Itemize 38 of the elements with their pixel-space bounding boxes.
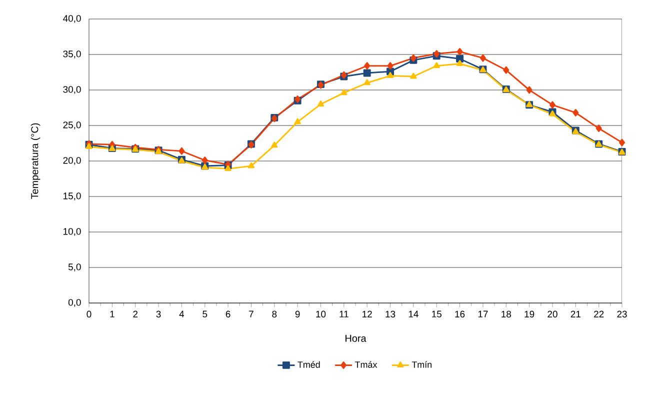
x-tick-label: 1 [110,310,114,318]
x-tick-label: 6 [226,310,230,318]
x-tick-label: 13 [386,310,396,318]
x-tick-label: 18 [502,310,511,318]
y-axis-title: Temperatura (°C) [30,123,40,200]
y-tick-label: 30,0 [63,86,81,94]
x-tick-label: 2 [133,310,138,318]
x-tick-label: 19 [524,310,534,318]
y-tick-label: 25,0 [63,122,81,130]
x-tick-label: 5 [202,310,208,318]
y-tick-label: 15,0 [64,192,81,200]
legend-label: Tmáx [355,361,378,368]
x-tick-label: 7 [249,310,254,318]
legend-label: Tméd [298,361,320,368]
x-tick-label: 21 [570,310,580,318]
y-tick-label: 20,0 [63,157,81,165]
y-tick-label: 10,0 [64,228,81,236]
y-tick-label: 40,0 [63,15,81,23]
y-tick-label: 0,0 [68,299,81,307]
x-tick-label: 14 [408,310,418,318]
x-tick-label: 10 [316,310,326,318]
x-tick-label: 8 [272,310,277,318]
x-tick-label: 17 [478,310,488,318]
y-tick-label: 35,0 [63,50,81,58]
x-tick-label: 9 [295,310,300,318]
x-tick-label: 23 [617,310,627,318]
x-tick-label: 3 [156,310,161,318]
x-tick-label: 4 [179,310,184,318]
y-tick-label: 5,0 [68,264,81,272]
x-tick-label: 22 [594,310,604,318]
legend-label: Tmín [412,361,432,368]
x-tick-label: 16 [455,310,465,318]
x-tick-label: 12 [362,310,372,318]
x-tick-label: 11 [340,310,348,318]
x-tick-label: 15 [432,310,442,318]
x-tick-label: 0 [86,310,92,318]
x-axis-title: Hora [346,334,366,342]
x-tick-label: 20 [548,310,558,318]
